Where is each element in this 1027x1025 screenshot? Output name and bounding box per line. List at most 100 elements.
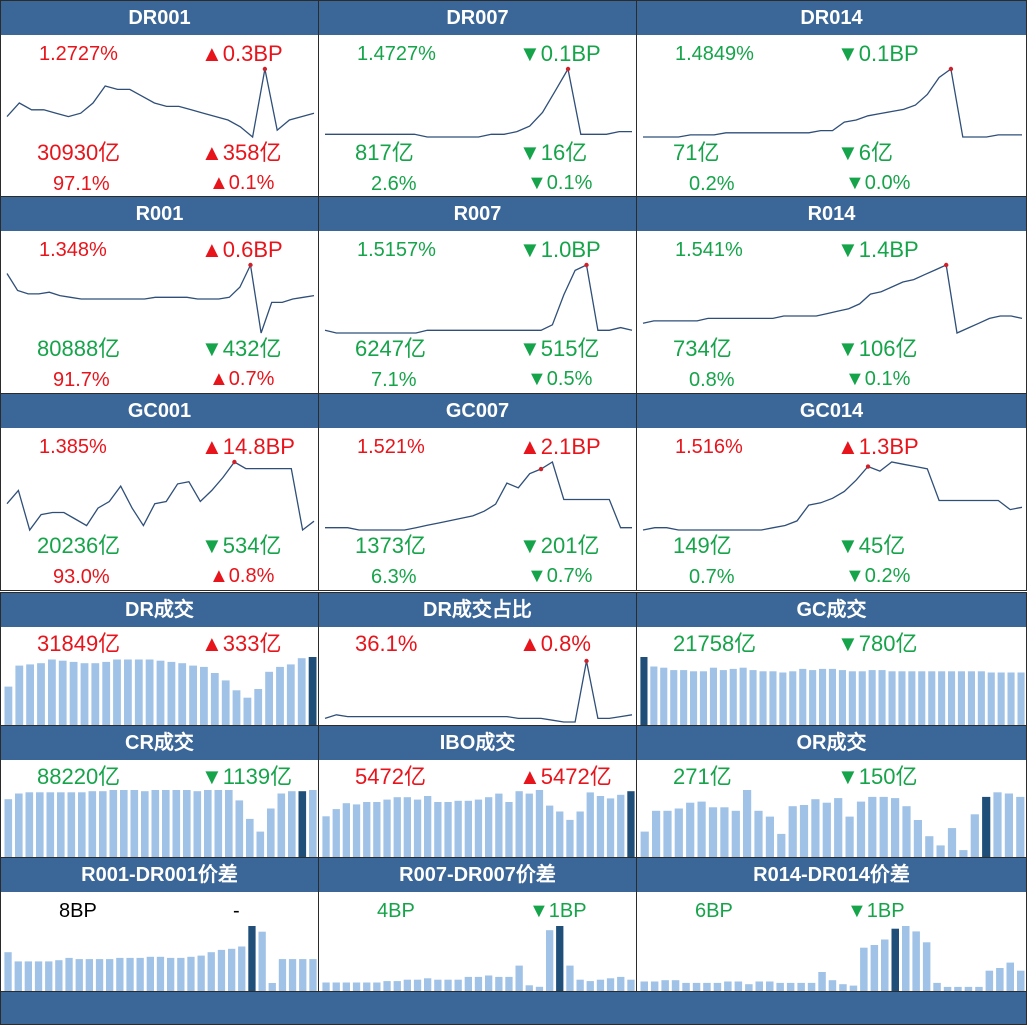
up-arrow-icon: ▲ [201,237,223,262]
bar [297,658,306,726]
down-arrow-icon: ▼ [847,900,867,922]
bar [235,800,244,857]
bar [586,981,594,991]
bar [912,931,920,991]
bar [151,790,160,857]
amount-change-value: 6亿 [858,140,894,165]
bar [713,982,722,991]
bar [183,790,191,857]
share-change: ▼0.0% [845,172,910,194]
amount-change-value: 358亿 [222,140,282,165]
bar [1016,796,1025,857]
spread-panel-0: R001-DR001价差 8BP - [0,857,319,992]
bar [267,808,275,857]
bar [606,798,615,857]
series-line [325,67,632,138]
share-value: 0.7% [689,566,735,588]
bar [85,959,93,991]
bar [913,820,922,857]
line-chart-8 [642,461,1023,531]
rate-change: ▼0.1BP [519,42,601,66]
bar [14,961,22,991]
bar [413,799,422,857]
panel-title: R007-DR007价差 [319,858,636,892]
bar [566,819,574,857]
bar [682,982,690,991]
bar [238,946,246,991]
bar [393,981,401,991]
bar [788,806,797,857]
volume-change-value: 1139亿 [222,764,293,789]
bar [947,828,957,857]
panel-title: DR007 [319,1,636,35]
rate-change-value: 0.6BP [222,237,283,262]
line-chart-6 [6,459,315,532]
bar [1017,970,1025,991]
amount-change: ▼201亿 [519,534,600,558]
bar [797,982,805,991]
volume-change: ▲0.8% [519,632,591,656]
bar [879,796,888,857]
bar [954,986,962,991]
down-arrow-icon: ▼ [845,565,865,587]
rate-value: 1.521% [357,436,425,458]
share-value: 7.1% [371,369,417,391]
bar [464,800,472,857]
bar [881,939,889,991]
bar [322,816,330,857]
panel-title: R001 [1,197,318,231]
bar [819,668,827,726]
spread-panel-2: R014-DR014价差 6BP ▼1BP [636,857,1027,992]
rate-panel-r014: R014 1.541% ▼1.4BP 734亿 ▼106亿 0.8% ▼0.1% [636,196,1027,394]
up-arrow-icon: ▲ [519,434,541,459]
bar [4,686,13,726]
share-change-value: 0.1% [546,172,593,194]
bar [126,957,134,991]
bar [811,799,820,857]
bar [818,972,826,991]
panel-title: DR成交占比 [319,593,636,627]
bar [145,659,154,726]
bar [596,979,605,991]
bar [485,797,493,857]
share-change: ▲0.8% [209,565,274,587]
line-chart-3 [6,262,315,334]
volume-panel-3: CR成交 88220亿 ▼1139亿 [0,725,319,858]
bar [703,982,711,991]
panel-title: OR成交 [637,726,1026,760]
amount-change: ▼432亿 [201,337,282,361]
rate-change-value: 2.1BP [540,434,601,459]
bar [172,790,181,857]
bar [868,796,877,857]
up-arrow-icon: ▲ [209,565,229,587]
rate-value: 1.541% [675,239,743,261]
bar [141,791,149,857]
bar [856,801,866,857]
amount-change-value: 534亿 [222,533,282,558]
bar [207,952,215,991]
bar [65,957,73,991]
share-change: ▼0.1% [527,172,592,194]
bar [26,664,34,726]
bar [232,690,241,726]
bar [535,986,544,991]
bar [228,948,236,991]
bar [743,790,752,857]
series-line [643,67,1022,138]
bar-chart-16 [322,926,635,991]
bar [822,802,831,857]
bar [1004,793,1013,857]
bar-chart-13 [322,790,635,857]
amount-value: 1373亿 [355,533,426,558]
bar [136,957,144,991]
bar [276,666,284,726]
bar [982,796,991,857]
bar [769,671,777,726]
bar [858,671,866,726]
bar [660,667,668,726]
bar [870,945,879,991]
bar-chart-15 [4,926,317,991]
line-chart-7 [325,461,632,531]
bar [985,970,994,991]
bar [670,670,678,726]
